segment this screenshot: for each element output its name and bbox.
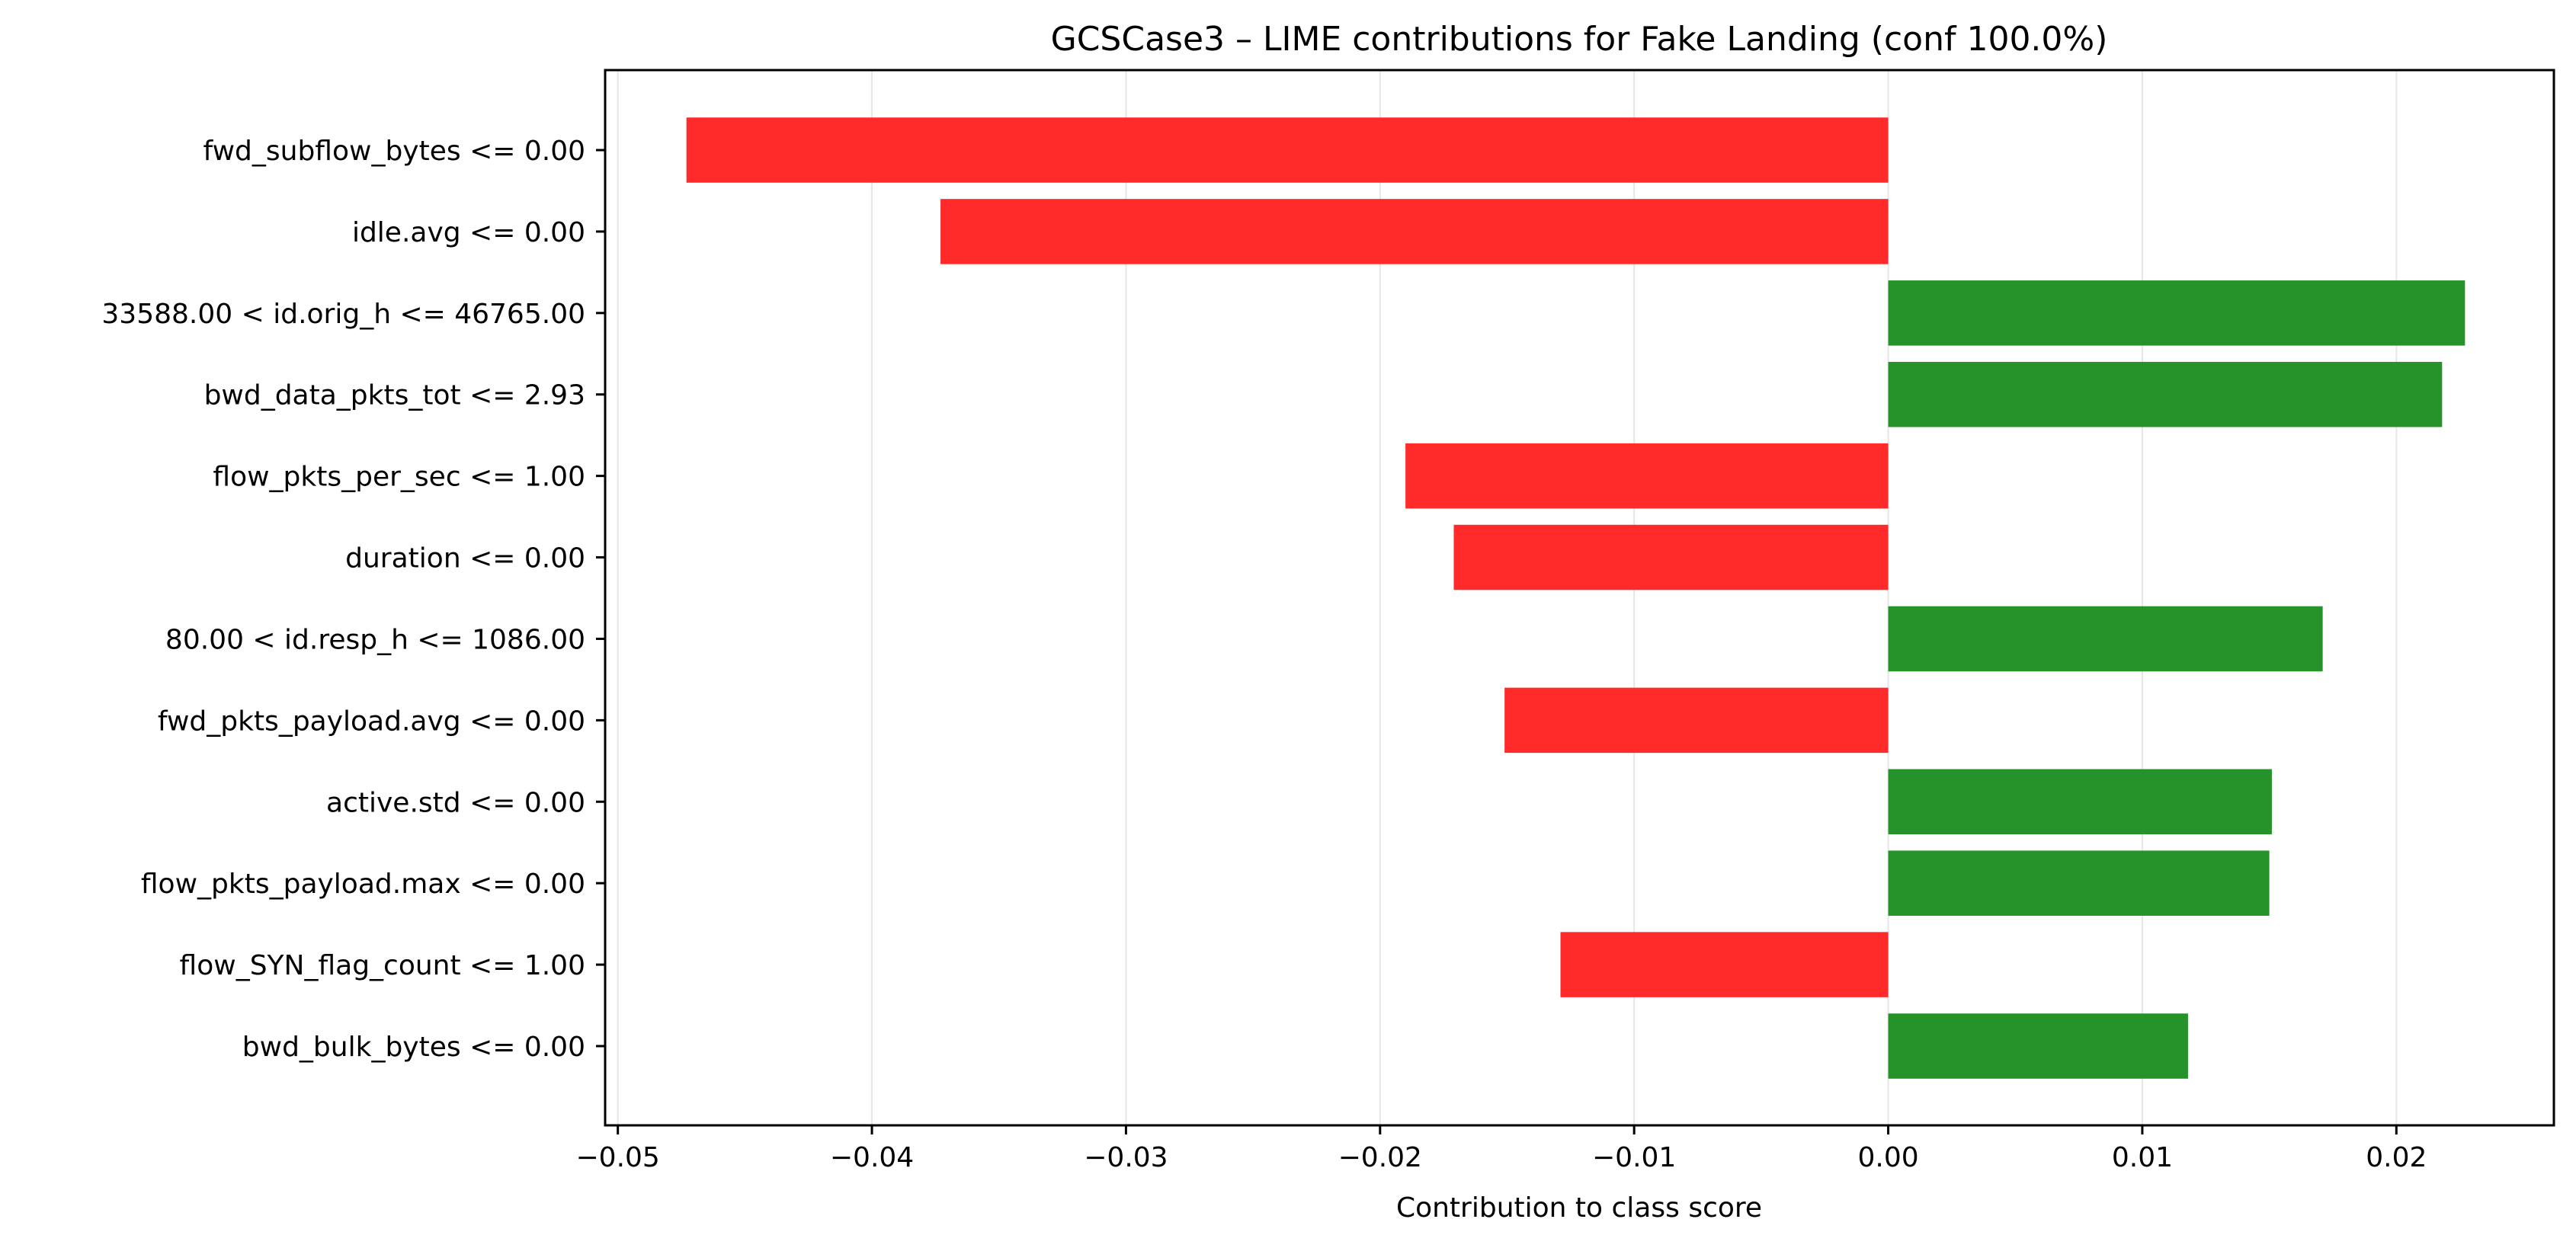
bar	[1888, 361, 2443, 427]
bar	[1888, 606, 2323, 672]
bar	[686, 117, 1889, 183]
y-tick-label: 33588.00 < id.orig_h <= 46765.00	[101, 299, 585, 330]
x-tick-label: −0.05	[576, 1142, 660, 1173]
x-tick-label: 0.01	[2112, 1142, 2173, 1173]
x-tick-label: −0.01	[1592, 1142, 1676, 1173]
bar	[940, 199, 1889, 264]
y-tick-label: bwd_bulk_bytes <= 0.00	[242, 1032, 585, 1063]
x-axis-label: Contribution to class score	[1396, 1192, 1762, 1224]
x-tick-label: −0.02	[1338, 1142, 1422, 1173]
chart-title: GCSCase3 – LIME contributions for Fake L…	[1051, 20, 2108, 59]
y-tick-label: bwd_data_pkts_tot <= 2.93	[204, 380, 585, 411]
y-tick-label: active.std <= 0.00	[326, 787, 585, 818]
bar	[1888, 850, 2270, 916]
x-tick-label: −0.03	[1084, 1142, 1168, 1173]
bar	[1888, 280, 2465, 346]
x-tick-label: 0.00	[1857, 1142, 1918, 1173]
y-tick-label: 80.00 < id.resp_h <= 1086.00	[165, 624, 585, 655]
x-tick-label: −0.04	[830, 1142, 914, 1173]
y-tick-label: idle.avg <= 0.00	[352, 217, 585, 248]
bar	[1888, 769, 2272, 835]
bars	[686, 117, 2465, 1079]
bar	[1405, 443, 1889, 509]
bar	[1888, 1013, 2188, 1079]
plot-frame	[604, 69, 2555, 1127]
x-tick-label: 0.02	[2366, 1142, 2427, 1173]
y-tick-label: fwd_subflow_bytes <= 0.00	[203, 136, 585, 167]
y-tick-label: flow_SYN_flag_count <= 1.00	[180, 950, 585, 981]
x-ticks: −0.05 −0.04 −0.03 −0.02 −0.01 0.00 0.01 0.02	[576, 1125, 2427, 1173]
bar	[1453, 524, 1889, 590]
y-tick-label: fwd_pkts_payload.avg <= 0.00	[158, 706, 585, 737]
y-tick-label: duration <= 0.00	[345, 543, 585, 574]
y-tick-label: flow_pkts_per_sec <= 1.00	[213, 462, 585, 493]
bar	[1504, 687, 1889, 754]
y-tick-labels: fwd_subflow_bytes <= 0.00 idle.avg <= 0.0…	[101, 136, 605, 1063]
bar	[1560, 932, 1889, 997]
y-tick-label: flow_pkts_payload.max <= 0.00	[141, 869, 585, 900]
